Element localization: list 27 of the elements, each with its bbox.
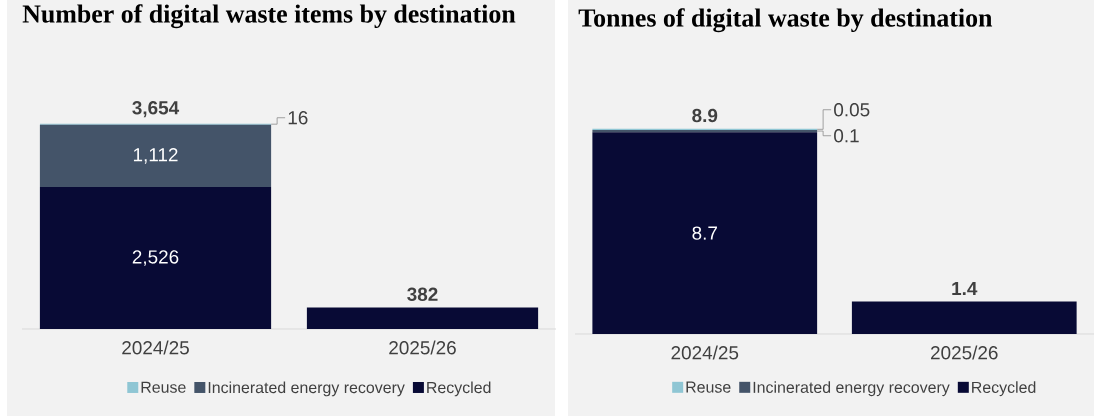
data-label: 1,112 [133, 148, 178, 164]
chart-title: Number of digital waste items by destination [22, 4, 516, 29]
data-label: 0.05 [834, 103, 870, 117]
legend-label: Recycled [972, 381, 1036, 397]
total-label: 3,654 [132, 101, 180, 118]
data-label: 0.1 [834, 129, 859, 143]
total-label: 1.4 [952, 281, 978, 296]
legend-label: Incinerated energy recovery [208, 381, 405, 397]
chart-title: Tonnes of digital waste by destination [578, 8, 993, 33]
bar [851, 301, 1077, 334]
x-tick-label: 2025/26 [389, 340, 456, 355]
bar [39, 124, 272, 188]
bar [306, 307, 539, 329]
bar [39, 187, 272, 329]
bar [592, 132, 818, 334]
legend-label: Incinerated energy recovery [753, 381, 950, 397]
data-label: 16 [288, 111, 308, 125]
total-label: 382 [407, 287, 438, 302]
legend-label: Recycled [427, 381, 491, 397]
legend-label: Reuse [686, 381, 731, 393]
data-label: 2,526 [132, 250, 179, 266]
x-tick-label: 2024/25 [671, 345, 739, 360]
data-label: 8.7 [692, 226, 717, 240]
x-tick-label: 2025/26 [931, 345, 998, 360]
x-tick-label: 2024/25 [122, 340, 189, 355]
legend-label: Reuse [141, 381, 186, 393]
total-label: 8.9 [692, 108, 718, 123]
